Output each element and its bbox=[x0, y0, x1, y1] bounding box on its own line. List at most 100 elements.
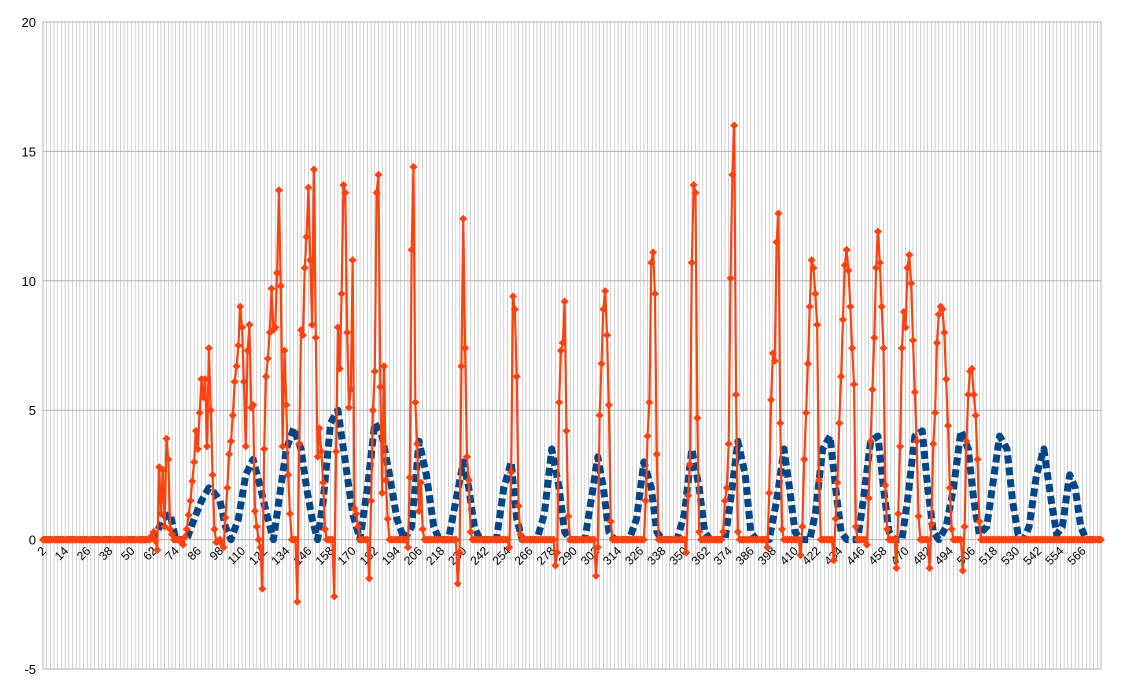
series-point-marker bbox=[186, 496, 195, 505]
series-point-marker bbox=[306, 256, 315, 265]
series-point-marker bbox=[250, 507, 259, 516]
series-point-marker bbox=[280, 346, 289, 355]
x-tick-label: 242 bbox=[467, 544, 491, 568]
x-tick-label: 554 bbox=[1043, 544, 1067, 568]
series-point-marker bbox=[680, 535, 689, 544]
series-point-marker bbox=[872, 263, 881, 272]
series-point-marker bbox=[890, 535, 899, 544]
series-point-marker bbox=[942, 375, 951, 384]
series-point-marker bbox=[461, 344, 470, 353]
series-point-marker bbox=[774, 209, 783, 218]
series-point-marker bbox=[258, 584, 267, 593]
x-tick-label: 470 bbox=[888, 544, 912, 568]
series-point-marker bbox=[403, 543, 412, 552]
series-point-marker bbox=[285, 509, 294, 518]
series-point-marker bbox=[601, 287, 610, 296]
series-point-marker bbox=[829, 556, 838, 565]
series-point-marker bbox=[649, 248, 658, 257]
series-point-marker bbox=[811, 289, 820, 298]
x-tick-label: 506 bbox=[954, 544, 978, 568]
series-point-marker bbox=[938, 305, 947, 314]
series-point-marker bbox=[158, 465, 167, 474]
series-point-marker bbox=[367, 496, 376, 505]
series-point-marker bbox=[962, 437, 971, 446]
series-point-marker bbox=[639, 535, 648, 544]
series-point-marker bbox=[892, 564, 901, 573]
series-point-marker bbox=[604, 401, 613, 410]
series-point-marker bbox=[368, 406, 377, 415]
series-point-marker bbox=[960, 522, 969, 531]
series-point-marker bbox=[254, 535, 263, 544]
series-point-marker bbox=[298, 331, 307, 340]
series-point-marker bbox=[940, 328, 949, 337]
series-point-marker bbox=[558, 338, 567, 347]
series-point-marker bbox=[234, 341, 243, 350]
series-point-marker bbox=[765, 489, 774, 498]
series-point-marker bbox=[724, 439, 733, 448]
series-point-marker bbox=[180, 533, 189, 542]
series-point-marker bbox=[912, 437, 921, 446]
series-point-marker bbox=[210, 525, 219, 534]
series-point-marker bbox=[551, 561, 560, 570]
series-point-marker bbox=[505, 543, 514, 552]
series-point-marker bbox=[650, 289, 659, 298]
series-point-marker bbox=[923, 535, 932, 544]
series-point-marker bbox=[284, 470, 293, 479]
series-point-marker bbox=[416, 478, 425, 487]
series-point-marker bbox=[914, 512, 923, 521]
series-point-marker bbox=[903, 263, 912, 272]
series-point-marker bbox=[413, 439, 422, 448]
series-point-marker bbox=[945, 483, 954, 492]
series-point-marker bbox=[896, 442, 905, 451]
series-point-marker bbox=[866, 437, 875, 446]
series-point-marker bbox=[597, 359, 606, 368]
series-point-marker bbox=[803, 359, 812, 368]
series-point-marker bbox=[354, 522, 363, 531]
series-point-marker bbox=[827, 535, 836, 544]
series-point-marker bbox=[728, 170, 737, 179]
series-point-marker bbox=[370, 367, 379, 376]
series-point-marker bbox=[606, 517, 615, 526]
series-point-marker bbox=[868, 385, 877, 394]
series-point-marker bbox=[256, 543, 265, 552]
series-point-marker bbox=[457, 362, 466, 371]
series-point-marker bbox=[208, 470, 217, 479]
series-point-marker bbox=[778, 525, 787, 534]
x-tick-label: 374 bbox=[711, 544, 735, 568]
series-point-marker bbox=[352, 509, 361, 518]
series-point-marker bbox=[809, 263, 818, 272]
series-point-marker bbox=[641, 496, 650, 505]
series-point-marker bbox=[274, 186, 283, 195]
series-point-marker bbox=[553, 548, 562, 557]
series-point-marker bbox=[365, 574, 374, 583]
series-point-marker bbox=[944, 421, 953, 430]
series-point-marker bbox=[344, 403, 353, 412]
x-tick-label: 314 bbox=[600, 544, 624, 568]
series-point-marker bbox=[837, 372, 846, 381]
series-point-marker bbox=[348, 256, 357, 265]
series-point-marker bbox=[383, 514, 392, 523]
x-tick-label: 134 bbox=[268, 544, 292, 568]
series-point-marker bbox=[379, 362, 388, 371]
series-point-marker bbox=[848, 344, 857, 353]
series-point-marker bbox=[317, 447, 326, 456]
series-point-marker bbox=[796, 551, 805, 560]
series-point-marker bbox=[645, 398, 654, 407]
series-point-marker bbox=[245, 320, 254, 329]
series-point-marker bbox=[732, 390, 741, 399]
series-point-marker bbox=[717, 535, 726, 544]
series-point-marker bbox=[195, 408, 204, 417]
series-point-marker bbox=[219, 543, 228, 552]
series-point-marker bbox=[894, 509, 903, 518]
series-point-marker bbox=[179, 540, 188, 549]
x-tick-label: 194 bbox=[379, 544, 403, 568]
series-point-marker bbox=[726, 274, 735, 283]
series-point-marker bbox=[929, 439, 938, 448]
series-point-marker bbox=[840, 261, 849, 270]
x-tick-label: 170 bbox=[335, 544, 359, 568]
series-point-marker bbox=[466, 527, 475, 536]
series-point-marker bbox=[814, 476, 823, 485]
series-point-marker bbox=[232, 362, 241, 371]
series-point-marker bbox=[184, 511, 193, 520]
series-point-marker bbox=[328, 535, 337, 544]
